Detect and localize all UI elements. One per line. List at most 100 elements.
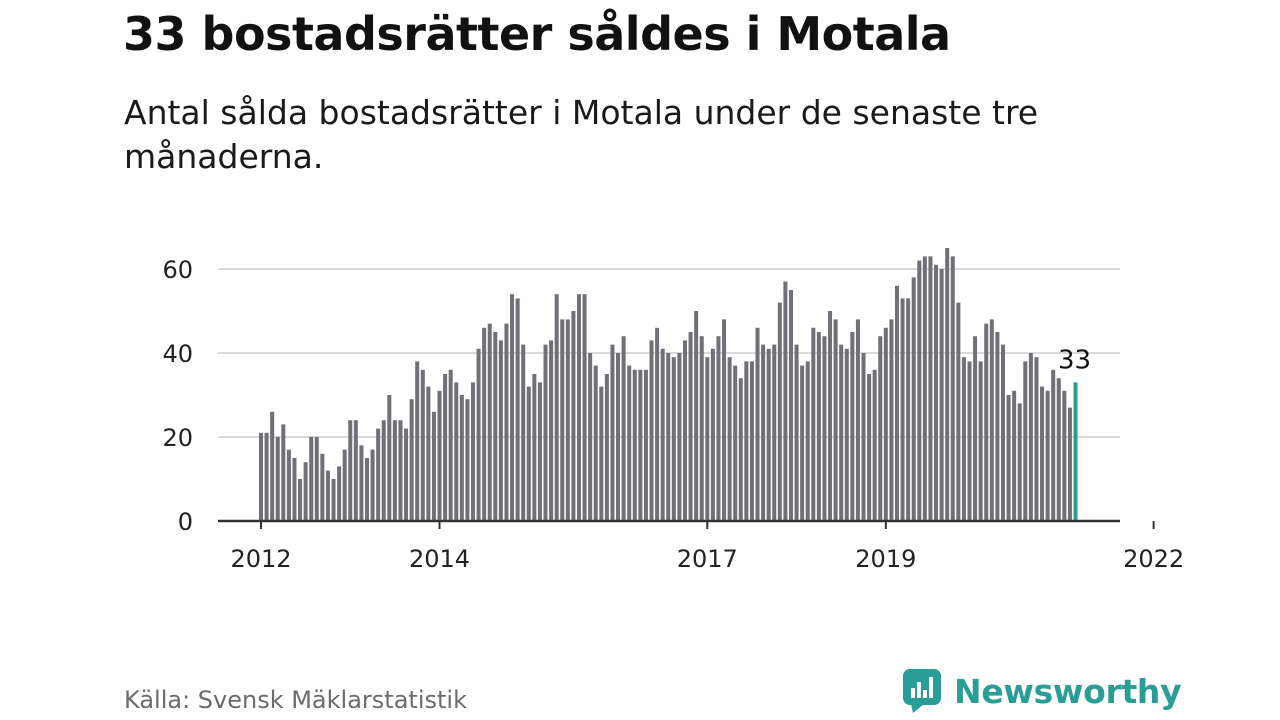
bar bbox=[320, 453, 325, 521]
bar bbox=[576, 294, 581, 521]
x-tick-label: 2019 bbox=[855, 545, 916, 573]
bar bbox=[833, 319, 838, 521]
bar bbox=[755, 327, 760, 521]
bar bbox=[627, 365, 632, 521]
axis-labels: 020406020122014201720192022202433 bbox=[162, 256, 1184, 573]
bar bbox=[783, 281, 788, 521]
bar-series bbox=[258, 248, 1078, 521]
chart-subtitle: Antal sålda bostadsrätter i Motala under… bbox=[124, 93, 1039, 176]
x-tick-label: 2022 bbox=[1123, 545, 1184, 573]
bar bbox=[688, 332, 693, 521]
bar bbox=[275, 437, 280, 521]
bar bbox=[1000, 344, 1005, 521]
bar bbox=[448, 369, 453, 521]
bar bbox=[426, 386, 431, 521]
bar bbox=[543, 344, 548, 521]
bar bbox=[649, 340, 654, 521]
bar bbox=[1006, 395, 1011, 521]
bar bbox=[850, 332, 855, 521]
bar bbox=[537, 382, 542, 521]
bar bbox=[504, 323, 509, 521]
x-tick-label: 2017 bbox=[677, 545, 738, 573]
brand-name: Newsworthy bbox=[954, 671, 1182, 711]
bar bbox=[392, 420, 397, 521]
bar bbox=[761, 344, 766, 521]
bar bbox=[660, 348, 665, 521]
bar bbox=[353, 420, 358, 521]
bar bbox=[420, 369, 425, 521]
bar bbox=[666, 353, 671, 521]
bar bbox=[632, 369, 637, 521]
bar bbox=[677, 353, 682, 521]
bar bbox=[861, 353, 866, 521]
bar bbox=[381, 420, 386, 521]
bar bbox=[738, 378, 743, 521]
bar bbox=[470, 382, 475, 521]
bar bbox=[465, 399, 470, 521]
bar bbox=[431, 411, 436, 521]
bar bbox=[922, 256, 927, 521]
bar bbox=[989, 319, 994, 521]
bar bbox=[978, 361, 983, 521]
bar bbox=[1028, 353, 1033, 521]
bar bbox=[822, 336, 827, 521]
bar bbox=[911, 277, 916, 521]
bar bbox=[917, 260, 922, 521]
bar bbox=[967, 361, 972, 521]
bar bbox=[521, 344, 526, 521]
bar bbox=[1017, 403, 1022, 521]
bar bbox=[950, 256, 955, 521]
bar bbox=[844, 348, 849, 521]
bar bbox=[314, 437, 319, 521]
bar bbox=[984, 323, 989, 521]
bar bbox=[621, 336, 626, 521]
bar bbox=[900, 298, 905, 521]
x-tick-label: 2012 bbox=[230, 545, 291, 573]
bar bbox=[454, 382, 459, 521]
bar-chart-speech-bubble-icon bbox=[903, 669, 941, 713]
bar bbox=[337, 466, 342, 521]
bar bbox=[800, 365, 805, 521]
bar bbox=[292, 458, 297, 521]
bar bbox=[1012, 390, 1017, 521]
bar bbox=[342, 449, 347, 521]
bar bbox=[883, 327, 888, 521]
bar bbox=[945, 248, 950, 521]
bar bbox=[515, 298, 520, 521]
bar bbox=[805, 361, 810, 521]
source-note: Källa: Svensk Mäklarstatistik bbox=[124, 686, 467, 714]
bar bbox=[264, 432, 269, 521]
x-axis bbox=[218, 519, 1155, 529]
y-tick-label: 0 bbox=[178, 508, 193, 536]
bar bbox=[867, 374, 872, 521]
bar bbox=[565, 319, 570, 521]
bar bbox=[716, 336, 721, 521]
bar bbox=[961, 357, 966, 521]
bar bbox=[1062, 390, 1067, 521]
y-tick-label: 20 bbox=[162, 424, 193, 452]
chart-title: 33 bostadsrätter såldes i Motala bbox=[123, 7, 951, 61]
bar bbox=[487, 323, 492, 521]
bar bbox=[816, 332, 821, 521]
bar bbox=[744, 361, 749, 521]
bar bbox=[415, 361, 420, 521]
bar bbox=[772, 344, 777, 521]
bar bbox=[682, 340, 687, 521]
bar bbox=[794, 344, 799, 521]
bar bbox=[526, 386, 531, 521]
bar bbox=[878, 336, 883, 521]
bar bbox=[1023, 361, 1028, 521]
bar bbox=[532, 374, 537, 521]
bar bbox=[376, 428, 381, 521]
bar bbox=[331, 479, 336, 521]
bar bbox=[939, 269, 944, 521]
x-tick-label: 2014 bbox=[409, 545, 470, 573]
bar bbox=[348, 420, 353, 521]
y-tick-label: 60 bbox=[162, 256, 193, 284]
bar bbox=[270, 411, 275, 521]
bar bbox=[956, 302, 961, 521]
bar bbox=[604, 374, 609, 521]
bar bbox=[599, 386, 604, 521]
bar bbox=[889, 319, 894, 521]
